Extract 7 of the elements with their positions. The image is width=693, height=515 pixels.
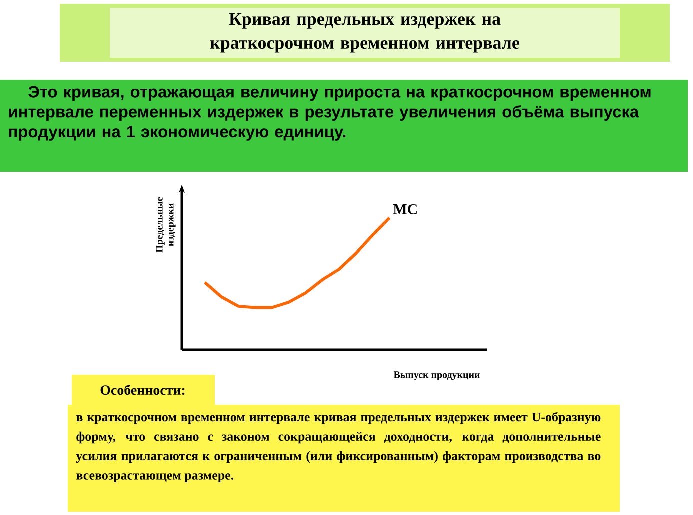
series-label: MC [393, 204, 417, 214]
text: Особенности: [100, 384, 185, 396]
chart-title: Кривая предельных издержек на краткосрочном временном интервале [210, 13, 520, 53]
text: в краткосрочном временном интервале кривая предельных издержек имеет U-образную форму, что связано с законом сокращающейся доходности, когда дополнительные усилия прилагаются к ограниченным (или фиксированным) факторам производства во всевозрастающем размере. [76, 412, 601, 482]
y-axis-title: Предельные издержки [156, 197, 176, 253]
x-axis-title: Выпуск продукции [394, 372, 480, 380]
chart-subtitle: Это кривая, отражающая величину прироста на краткосрочном временном интервале переменных издержек в результате увеличения объёма выпуска продукции на 1 экономическую единицу. [9, 86, 651, 141]
